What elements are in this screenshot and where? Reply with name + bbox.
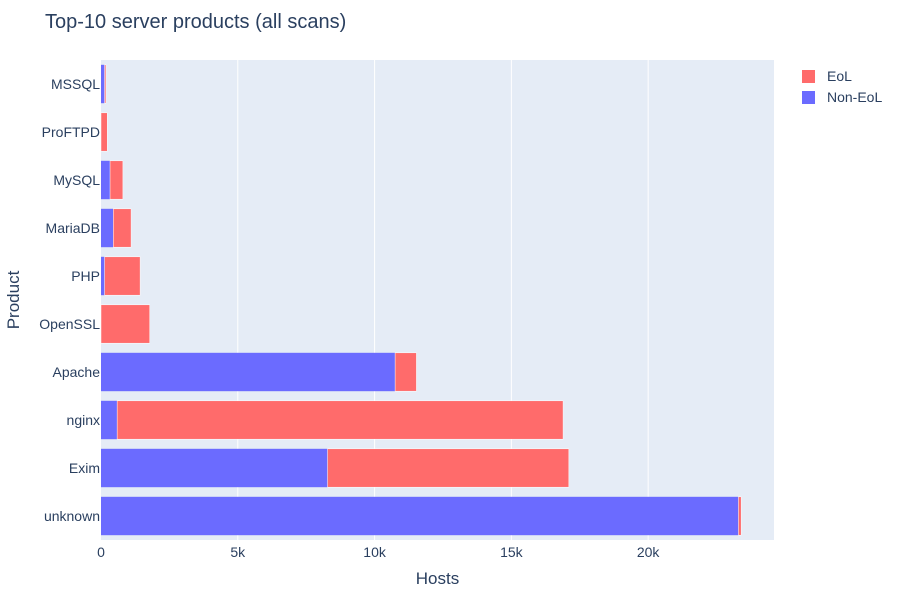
y-tick-label: Apache xyxy=(53,364,101,380)
x-tick-label: 20k xyxy=(637,544,661,560)
x-tick-label: 10k xyxy=(363,544,387,560)
bar-non-eol-unknown xyxy=(101,496,739,536)
y-tick-label: PHP xyxy=(71,268,100,284)
y-tick-label: nginx xyxy=(67,412,100,428)
bar-eol-nginx xyxy=(116,400,564,440)
bar-eol-mssql xyxy=(104,64,107,104)
y-tick-label: Exim xyxy=(69,460,100,476)
y-tick-label: MySQL xyxy=(53,172,100,188)
y-tick-label: MSSQL xyxy=(51,76,100,92)
legend-label: EoL xyxy=(827,68,852,84)
bar-non-eol-apache xyxy=(101,352,396,392)
legend-swatch-eol xyxy=(802,70,815,83)
bar-non-eol-php xyxy=(101,256,105,296)
legend-swatch-non-eol xyxy=(802,91,815,104)
x-tick-label: 15k xyxy=(500,544,524,560)
y-axis-title: Product xyxy=(4,270,23,329)
x-axis-title: Hosts xyxy=(416,569,459,588)
bar-non-eol-mssql xyxy=(101,64,105,104)
y-tick-label: unknown xyxy=(44,508,100,524)
bar-non-eol-mariadb xyxy=(101,208,114,248)
chart-title: Top-10 server products (all scans) xyxy=(45,11,347,33)
x-tick-label: 5k xyxy=(230,544,246,560)
bar-eol-unknown xyxy=(738,496,742,536)
x-tick-label: 0 xyxy=(97,544,105,560)
y-tick-label: MariaDB xyxy=(46,220,100,236)
bar-eol-apache xyxy=(394,352,417,392)
bar-eol-mysql xyxy=(109,160,124,200)
bar-eol-mariadb xyxy=(113,208,132,248)
bar-non-eol-mysql xyxy=(101,160,111,200)
bar-eol-openssl xyxy=(100,304,150,344)
y-tick-label: OpenSSL xyxy=(39,316,100,332)
bar-non-eol-nginx xyxy=(101,400,118,440)
y-tick-label: ProFTPD xyxy=(42,124,100,140)
bar-eol-php xyxy=(104,256,141,296)
legend-label: Non-EoL xyxy=(827,89,882,105)
bar-eol-proftpd xyxy=(100,112,108,152)
bar-non-eol-exim xyxy=(101,448,328,488)
bar-eol-exim xyxy=(327,448,570,488)
